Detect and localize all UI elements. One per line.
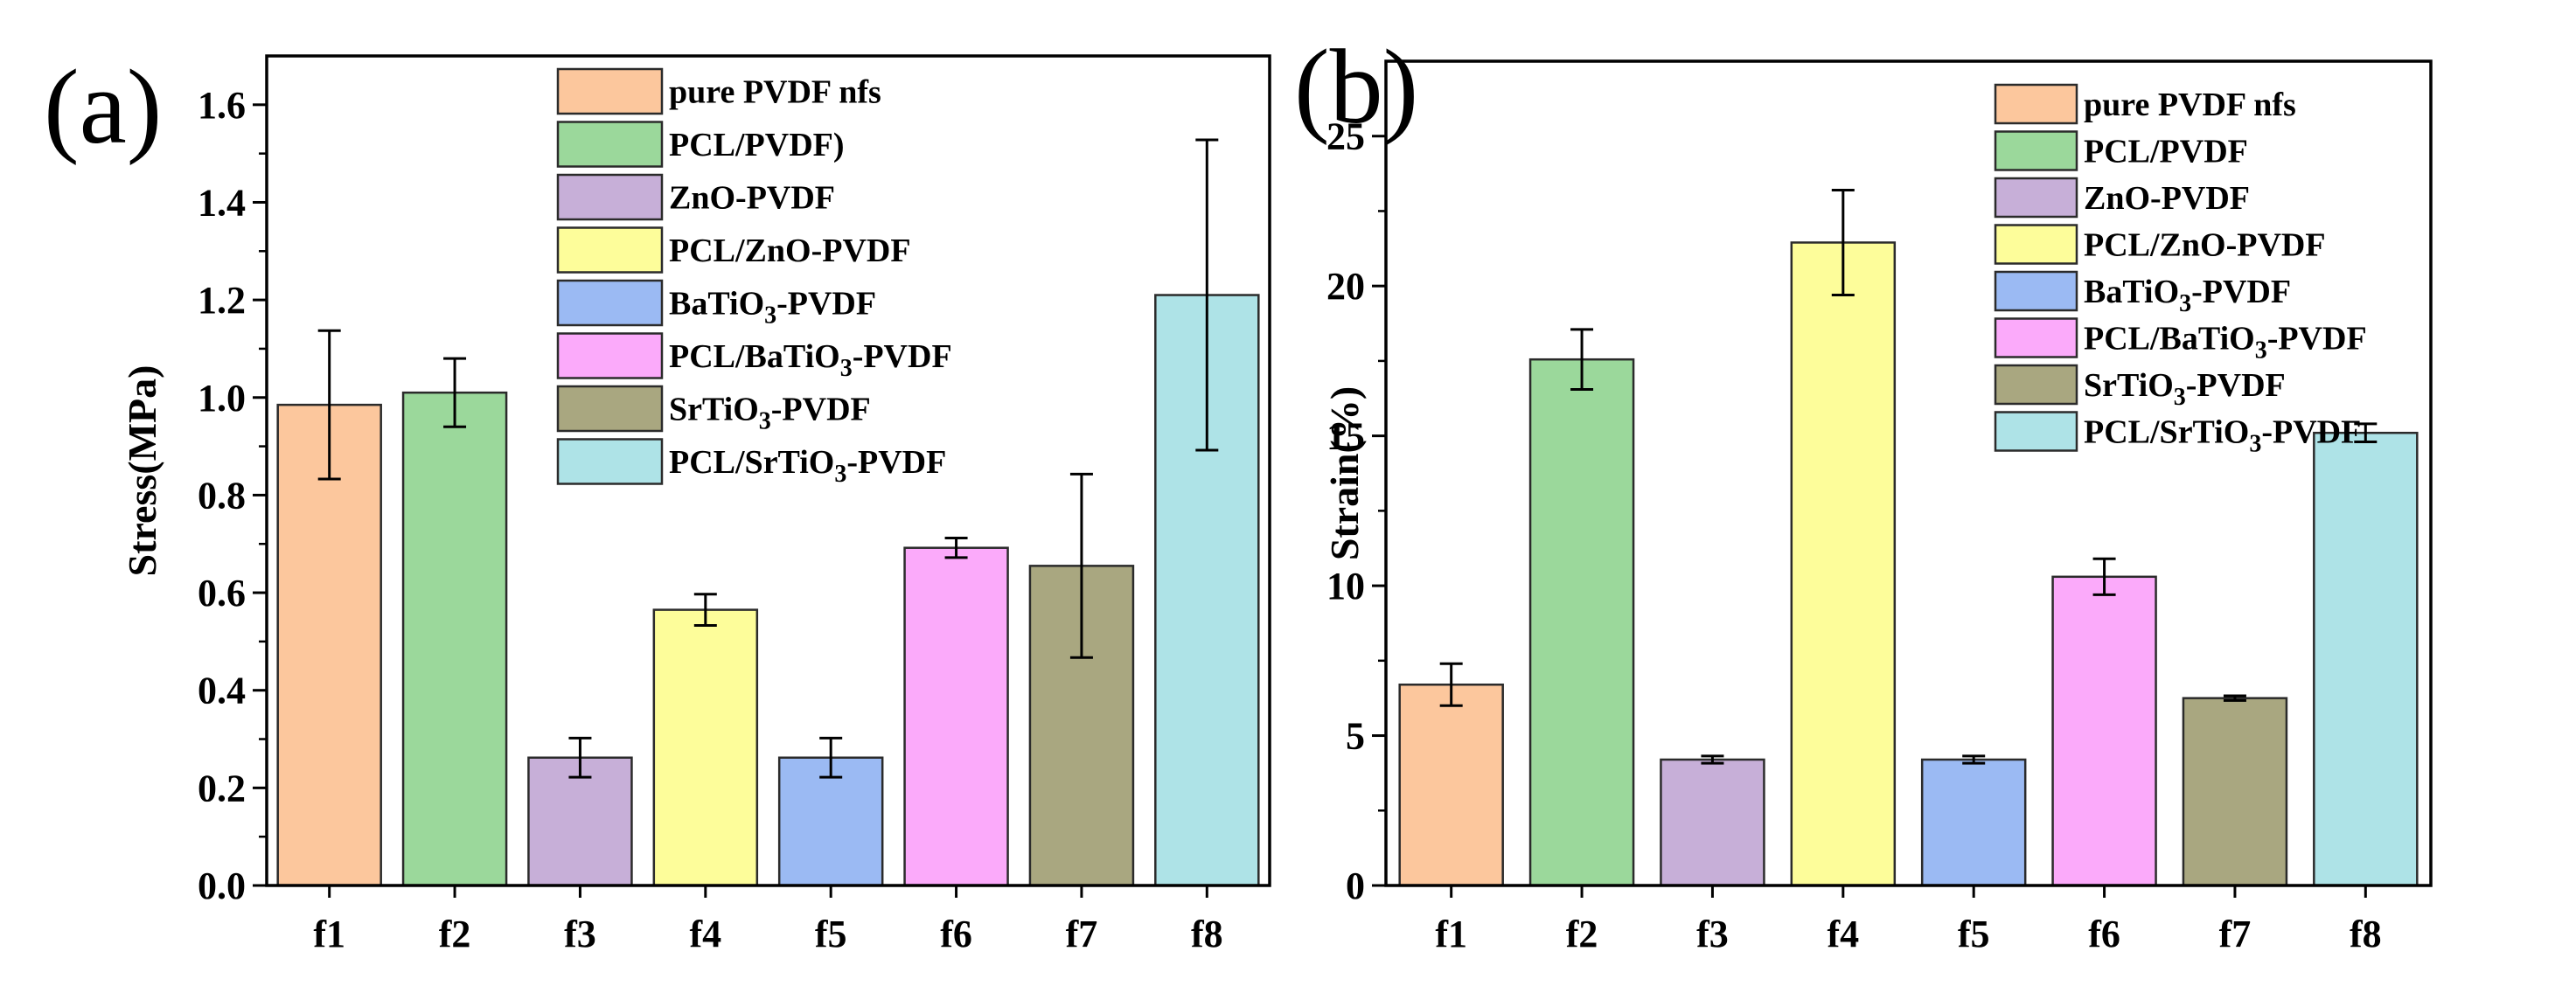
legend-label-7: SrTiO3-PVDF: [2084, 367, 2286, 411]
x-tick-label-f6: f6: [2088, 913, 2120, 955]
legend-swatch-6: [1994, 317, 2078, 358]
bar-f7: [2182, 697, 2288, 887]
x-tick-label-f5: f5: [1958, 913, 1990, 955]
x-tick-label-f4: f4: [1827, 913, 1859, 955]
legend-label-2: PCL/PVDF): [669, 127, 845, 163]
legend-label-1: pure PVDF nfs: [2084, 87, 2296, 123]
x-tick-label-f2: f2: [439, 913, 471, 955]
bar-f4: [1790, 241, 1897, 887]
bar-f4: [652, 608, 759, 887]
y-tick-label-25: 25: [1326, 115, 1365, 158]
x-tick-label-f7: f7: [2219, 913, 2252, 955]
chart-panel-b: f1 f2 f3 f4 f5 f6 f7 f8 0 5 10 15 20 25 Strain(%) (b) pu…: [1294, 28, 2433, 955]
legend-swatch-1: [1994, 83, 2078, 125]
y-tick-label-1.0: 1.0: [198, 377, 246, 420]
panel-label: (a): [44, 48, 162, 166]
x-tick-label-f5: f5: [815, 913, 847, 955]
x-tick-label-f3: f3: [1696, 913, 1729, 955]
bar-f3: [1660, 758, 1765, 887]
legend-label-3: ZnO-PVDF: [669, 180, 835, 217]
legend-swatch-1: [556, 67, 664, 115]
legend-label-4: PCL/ZnO-PVDF: [669, 233, 911, 269]
bar-f2: [1528, 358, 1635, 887]
legend-swatch-4: [556, 226, 664, 274]
legend-label-8: PCL/SrTiO3-PVDF: [669, 444, 946, 488]
legend-swatch-5: [1994, 270, 2078, 312]
legend-label-3: ZnO-PVDF: [2084, 180, 2250, 217]
x-tick-label-f6: f6: [940, 913, 972, 955]
plot-frame: [265, 54, 1271, 887]
legend-swatch-3: [1994, 177, 2078, 219]
legend-swatch-8: [556, 438, 664, 485]
y-tick-label-0.8: 0.8: [198, 474, 246, 517]
bar-f6: [903, 546, 1009, 887]
y-tick-label-1.6: 1.6: [198, 84, 246, 127]
legend-swatch-2: [1994, 130, 2078, 171]
legend-label-5: BaTiO3-PVDF: [669, 286, 876, 330]
bar-f8: [2313, 431, 2419, 887]
legend-swatch-7: [556, 385, 664, 433]
y-tick-label-0.0: 0.0: [198, 865, 246, 907]
y-tick-label-0: 0: [1346, 865, 1365, 907]
bar-f1: [1398, 684, 1504, 887]
y-axis-title: Strain(%): [1322, 386, 1367, 560]
legend-swatch-7: [1994, 364, 2078, 406]
legend-swatch-3: [556, 173, 664, 221]
legend: pure PVDF nfs PCL/PVDF ZnO-PVDF PCL/ZnO-PVD…: [1994, 83, 2367, 458]
x-tick-label-f3: f3: [564, 913, 596, 955]
x-tick-label-f8: f8: [2350, 913, 2382, 955]
x-tick-label-f2: f2: [1566, 913, 1598, 955]
legend-swatch-8: [1994, 411, 2078, 452]
y-tick-label-0.4: 0.4: [198, 670, 246, 712]
legend-swatch-5: [556, 279, 664, 327]
legend-label-1: pure PVDF nfs: [669, 74, 881, 111]
legend-label-5: BaTiO3-PVDF: [2084, 274, 2291, 317]
panel-label: (b): [1294, 28, 1418, 146]
legend-label-6: PCL/BaTiO3-PVDF: [2084, 321, 2367, 365]
y-tick-label-5: 5: [1346, 715, 1365, 758]
chart-panel-a: f1 f2 f3 f4 f5 f6 f7 f8 0.0 0.2 0.4 0.6 0.8 1.0 1.2 1.4…: [44, 48, 1271, 955]
legend-label-2: PCL/PVDF: [2084, 134, 2248, 170]
x-tick-label-f1: f1: [1435, 913, 1467, 955]
x-tick-label-f8: f8: [1191, 913, 1223, 955]
legend-label-6: PCL/BaTiO3-PVDF: [669, 338, 952, 382]
x-tick-label-f1: f1: [313, 913, 345, 955]
legend-swatch-2: [556, 121, 664, 168]
x-tick-label-f7: f7: [1066, 913, 1098, 955]
y-tick-label-0.2: 0.2: [198, 767, 246, 809]
y-tick-label-10: 10: [1326, 565, 1365, 608]
legend-swatch-6: [556, 332, 664, 379]
y-tick-label-1.4: 1.4: [198, 181, 246, 224]
legend-swatch-4: [1994, 224, 2078, 265]
legend-label-8: PCL/SrTiO3-PVDF: [2084, 414, 2361, 458]
bar-f2: [401, 391, 508, 887]
x-tick-label-f4: f4: [689, 913, 721, 955]
y-tick-label-15: 15: [1326, 415, 1365, 458]
legend: pure PVDF nfs PCL/PVDF) ZnO-PVDF PCL/ZnO-PV…: [556, 67, 952, 488]
y-tick-label-0.6: 0.6: [198, 572, 246, 615]
y-axis-title: Stress(MPa): [120, 365, 164, 577]
plot-frame: [1384, 59, 2433, 887]
bar-f6: [2051, 575, 2157, 887]
y-tick-label-20: 20: [1326, 265, 1365, 308]
legend-label-4: PCL/ZnO-PVDF: [2084, 227, 2326, 264]
bar-f1: [276, 403, 382, 887]
legend-label-7: SrTiO3-PVDF: [669, 392, 871, 435]
y-tick-label-1.2: 1.2: [198, 279, 246, 322]
bar-f5: [1920, 758, 2027, 887]
